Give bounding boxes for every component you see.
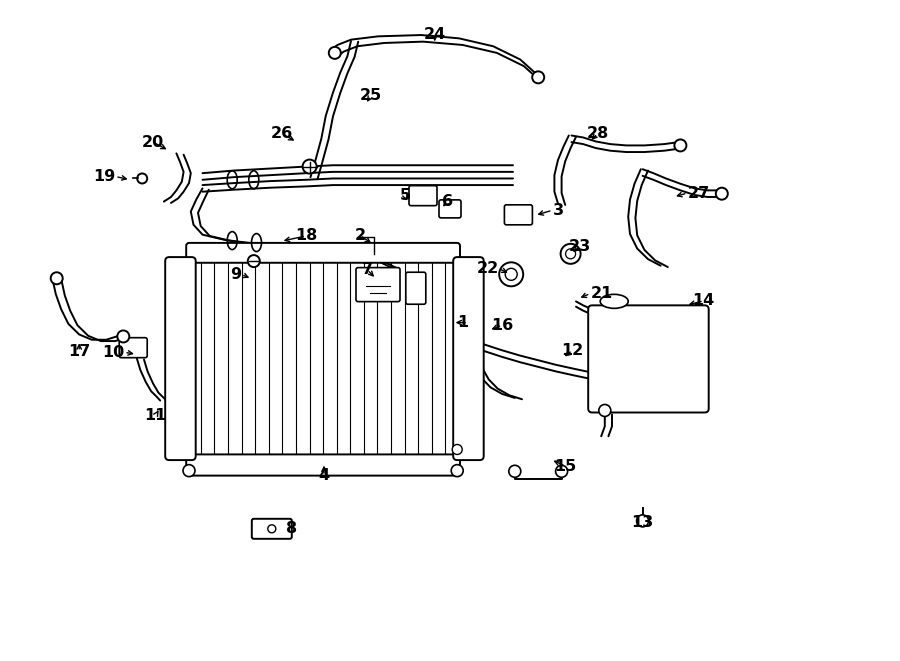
- Text: 3: 3: [553, 203, 563, 217]
- Circle shape: [451, 465, 464, 477]
- Circle shape: [565, 249, 576, 259]
- FancyBboxPatch shape: [356, 268, 400, 301]
- Circle shape: [183, 465, 195, 477]
- Bar: [187, 258, 459, 459]
- Text: 19: 19: [93, 169, 115, 184]
- Circle shape: [716, 188, 728, 200]
- Circle shape: [674, 139, 687, 151]
- FancyBboxPatch shape: [504, 205, 533, 225]
- Text: 15: 15: [554, 459, 576, 473]
- Circle shape: [505, 268, 518, 280]
- Circle shape: [452, 444, 463, 455]
- Text: 20: 20: [142, 135, 164, 149]
- Circle shape: [137, 173, 148, 184]
- Circle shape: [532, 71, 544, 83]
- Circle shape: [50, 272, 63, 284]
- Text: 22: 22: [476, 261, 499, 276]
- Circle shape: [302, 159, 317, 174]
- Text: 17: 17: [68, 344, 90, 359]
- Circle shape: [598, 405, 611, 416]
- Text: 5: 5: [400, 188, 410, 203]
- Text: 2: 2: [355, 228, 365, 243]
- Text: 23: 23: [569, 239, 590, 254]
- Text: 9: 9: [230, 267, 241, 282]
- FancyBboxPatch shape: [166, 257, 195, 460]
- Text: 25: 25: [360, 89, 382, 103]
- Text: 12: 12: [562, 343, 583, 358]
- FancyBboxPatch shape: [454, 257, 483, 460]
- Text: 28: 28: [587, 126, 608, 141]
- FancyBboxPatch shape: [252, 519, 292, 539]
- Circle shape: [117, 330, 130, 342]
- Text: 13: 13: [632, 515, 653, 529]
- Ellipse shape: [600, 294, 628, 308]
- FancyBboxPatch shape: [589, 305, 708, 412]
- FancyBboxPatch shape: [406, 272, 426, 304]
- Circle shape: [561, 244, 581, 264]
- Text: 14: 14: [693, 293, 715, 308]
- Circle shape: [508, 465, 521, 477]
- FancyBboxPatch shape: [186, 454, 460, 476]
- Text: 16: 16: [491, 318, 513, 332]
- Text: 26: 26: [271, 126, 292, 141]
- Circle shape: [555, 465, 568, 477]
- FancyBboxPatch shape: [186, 243, 460, 263]
- Text: 24: 24: [424, 27, 446, 42]
- Text: 10: 10: [102, 345, 124, 360]
- Circle shape: [248, 255, 260, 267]
- Circle shape: [636, 515, 649, 527]
- Text: 4: 4: [319, 469, 329, 483]
- Circle shape: [328, 47, 341, 59]
- Text: 21: 21: [590, 286, 613, 301]
- FancyBboxPatch shape: [409, 186, 437, 206]
- Text: 11: 11: [145, 408, 166, 422]
- FancyBboxPatch shape: [119, 338, 148, 358]
- FancyBboxPatch shape: [439, 200, 461, 218]
- Text: 1: 1: [457, 315, 468, 330]
- Text: 27: 27: [688, 186, 710, 200]
- Text: 7: 7: [362, 262, 373, 277]
- Circle shape: [500, 262, 523, 286]
- Text: 6: 6: [442, 194, 453, 209]
- Circle shape: [268, 525, 275, 533]
- Text: 18: 18: [295, 229, 317, 243]
- Text: 8: 8: [286, 522, 297, 536]
